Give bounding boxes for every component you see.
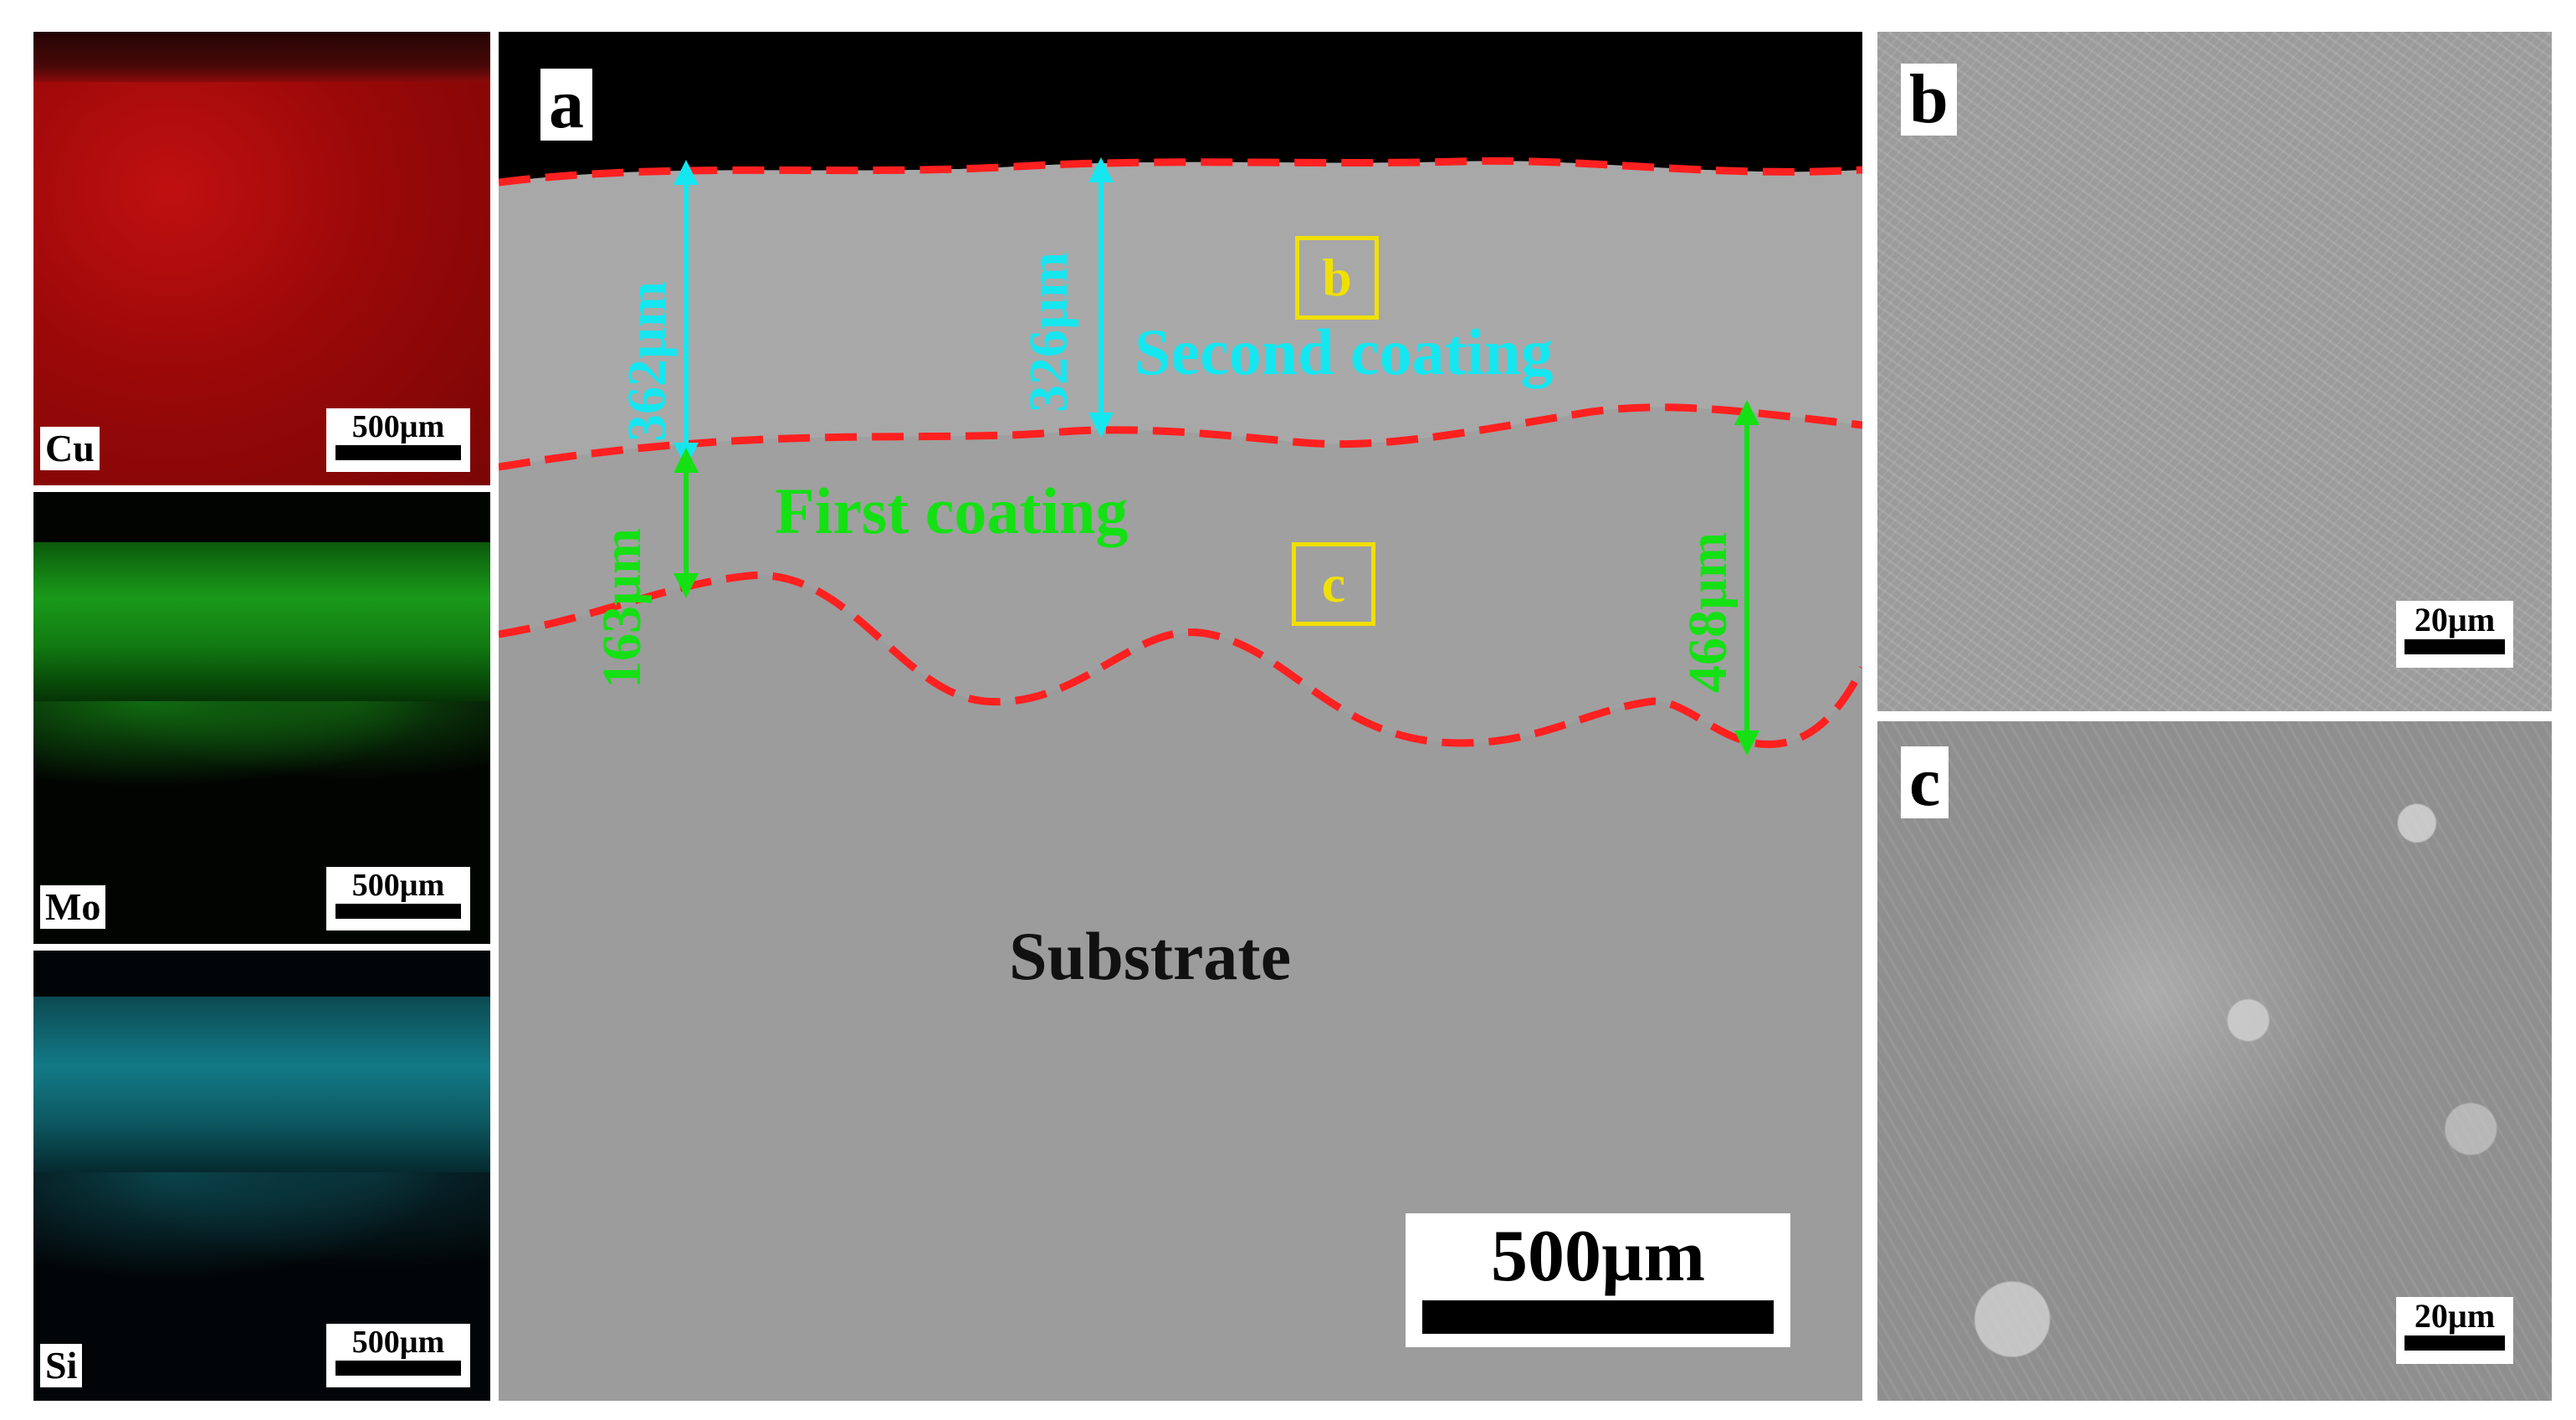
interlayer-boundary-line — [499, 403, 1862, 471]
panel-letter-c: c — [1901, 746, 1949, 818]
substrate-boundary-line — [499, 572, 1862, 748]
scale-line-b — [2404, 639, 2505, 654]
cross-section-panel-a: a 362µm 326µm 163µm 468µm Second coating… — [499, 32, 1862, 1401]
element-label-cu: Cu — [40, 427, 100, 470]
marker-region-c: c — [1292, 542, 1375, 626]
element-label-si: Si — [40, 1344, 83, 1387]
panel-letter-a: a — [540, 69, 592, 141]
scale-label-cu: 500µm — [351, 409, 445, 444]
label-468um: 468µm — [1677, 531, 1739, 693]
scale-label-mo: 500µm — [351, 868, 445, 903]
label-326um: 326µm — [1018, 251, 1079, 413]
label-second-coating: Second coating — [1134, 315, 1554, 388]
marker-region-b: b — [1295, 236, 1379, 320]
mo-coating-band — [33, 542, 490, 701]
eds-top-shadow — [33, 32, 490, 82]
substrate-region — [499, 575, 1862, 1401]
surface-boundary-line — [499, 156, 1862, 187]
first-coating-layer — [499, 407, 1862, 745]
scale-line-si — [335, 1361, 461, 1376]
sem-panel-c: c 20µm — [1877, 721, 2552, 1401]
scale-bar-si: 500µm — [326, 1324, 470, 1387]
scale-line-mo — [335, 904, 461, 919]
eds-map-si: Si 500µm — [33, 951, 490, 1401]
panel-letter-b: b — [1901, 64, 1957, 136]
element-label-mo: Mo — [40, 885, 106, 929]
si-fringe — [33, 1172, 490, 1298]
scale-label-c: 20µm — [2414, 1297, 2496, 1335]
scale-bar-main: 500µm — [1406, 1213, 1790, 1347]
scale-label-b: 20µm — [2414, 601, 2496, 638]
scale-bar-b: 20µm — [2396, 601, 2513, 668]
second-coating-layer — [499, 161, 1862, 467]
scale-line-main — [1422, 1300, 1774, 1334]
scale-bar-cu: 500µm — [326, 408, 470, 472]
label-substrate: Substrate — [1009, 918, 1292, 994]
scale-bar-mo: 500µm — [326, 867, 470, 930]
scale-label-main: 500µm — [1490, 1216, 1705, 1297]
eds-map-mo: Mo 500µm — [33, 492, 490, 944]
sem-panel-b: b 20µm — [1877, 32, 2552, 711]
label-362um: 362µm — [617, 280, 678, 442]
scale-label-si: 500µm — [351, 1325, 445, 1360]
scale-line-cu — [335, 445, 461, 460]
cross-section-drawing — [499, 32, 1862, 1401]
scale-bar-c: 20µm — [2396, 1297, 2513, 1364]
black-background — [499, 32, 1862, 182]
eds-map-cu: Cu 500µm — [33, 32, 490, 485]
label-first-coating: First coating — [775, 474, 1129, 547]
label-163um: 163µm — [592, 527, 653, 689]
si-coating-band — [33, 997, 490, 1172]
mo-fringe — [33, 701, 490, 802]
scale-line-c — [2404, 1335, 2505, 1351]
